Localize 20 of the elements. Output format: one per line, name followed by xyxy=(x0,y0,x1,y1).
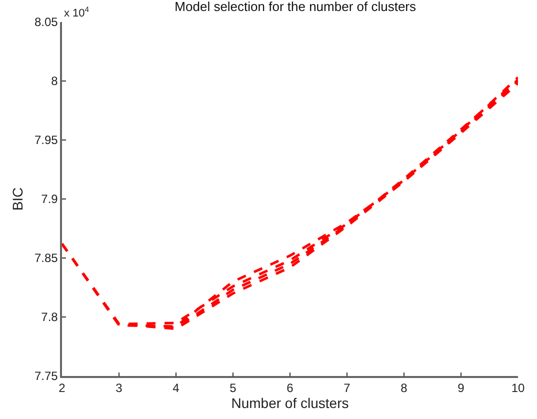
x-tick-label: 4 xyxy=(172,381,180,396)
y-tick-label: 7.85 xyxy=(34,251,58,266)
text: x 10$^{4}$ xyxy=(64,5,90,20)
y-axis-title: BIC xyxy=(10,187,26,211)
x-tick-label: 6 xyxy=(286,381,294,396)
x-tick-label: 3 xyxy=(116,381,123,396)
x-tick-label: 10 xyxy=(511,381,525,396)
y-tick-label: 7.75 xyxy=(34,369,58,384)
x-tick-label: 7 xyxy=(344,381,351,396)
y-tick-label: 7.95 xyxy=(34,133,58,148)
y-tick-label: 8 xyxy=(51,74,58,88)
y-tick-label: 7.8 xyxy=(41,310,58,324)
x-tick-label: 2 xyxy=(58,381,66,396)
y-tick-label: 8.05 xyxy=(34,15,58,30)
x-tick-label: 9 xyxy=(458,381,465,396)
y-tick-label: 7.9 xyxy=(41,192,58,206)
chart-title: Model selection for the number of clusters xyxy=(174,0,417,14)
x-tick-label: 5 xyxy=(230,381,237,396)
x-tick-label: 8 xyxy=(400,381,408,396)
x-axis-title: Number of clusters xyxy=(231,395,349,412)
